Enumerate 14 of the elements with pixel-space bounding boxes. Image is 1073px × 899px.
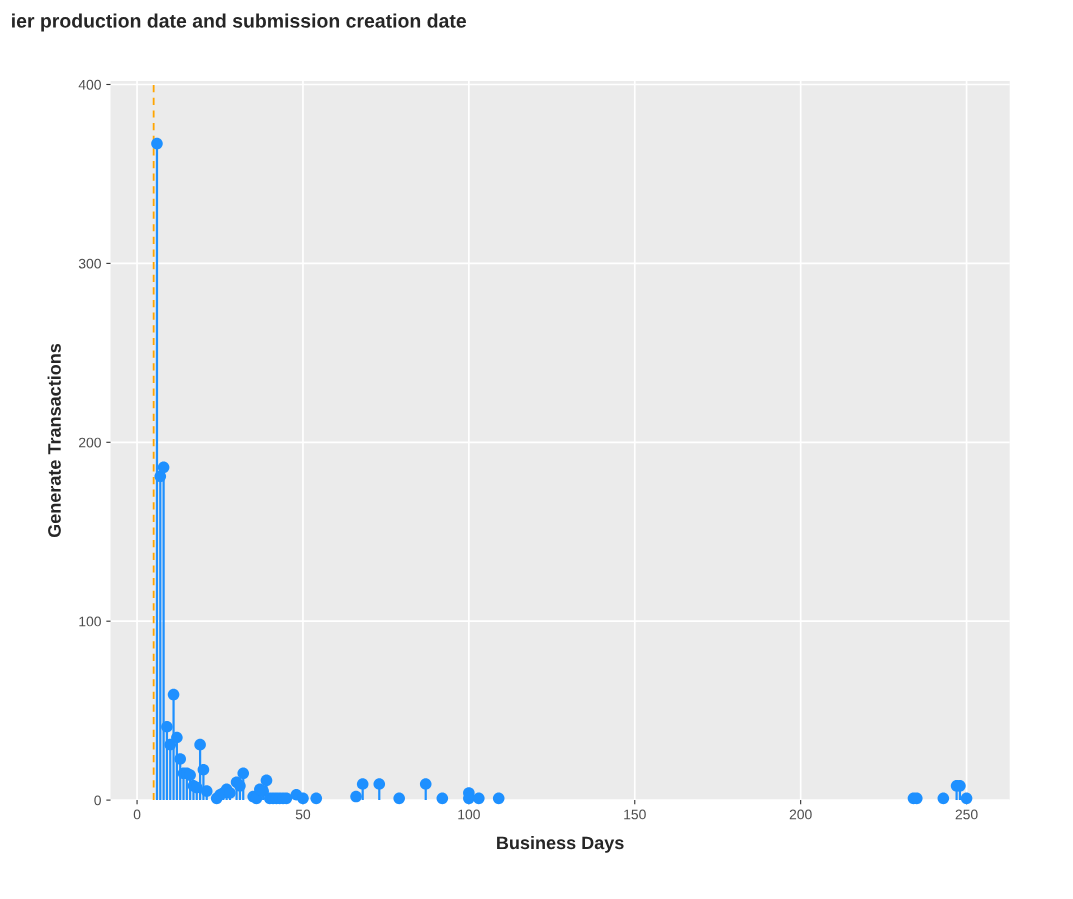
x-tick-label: 200 [789,809,812,820]
x-tick-label: 100 [458,809,480,820]
chart-title: ier production date and submission creation date [12,13,466,32]
y-tick-label: 200 [79,437,101,448]
x-tick-label: 250 [955,809,978,820]
y-tick-label: 400 [78,79,101,90]
y-axis-title: Generate Transactions [47,343,61,538]
x-axis-title: Business Days [497,835,624,853]
y-tick-label: 100 [79,616,101,627]
y-tick-label: 0 [94,795,101,806]
y-tick-label: 300 [78,258,101,269]
x-tick-label: 50 [295,809,311,820]
x-tick-label: 0 [133,809,141,820]
x-tick-label: 150 [624,809,646,820]
